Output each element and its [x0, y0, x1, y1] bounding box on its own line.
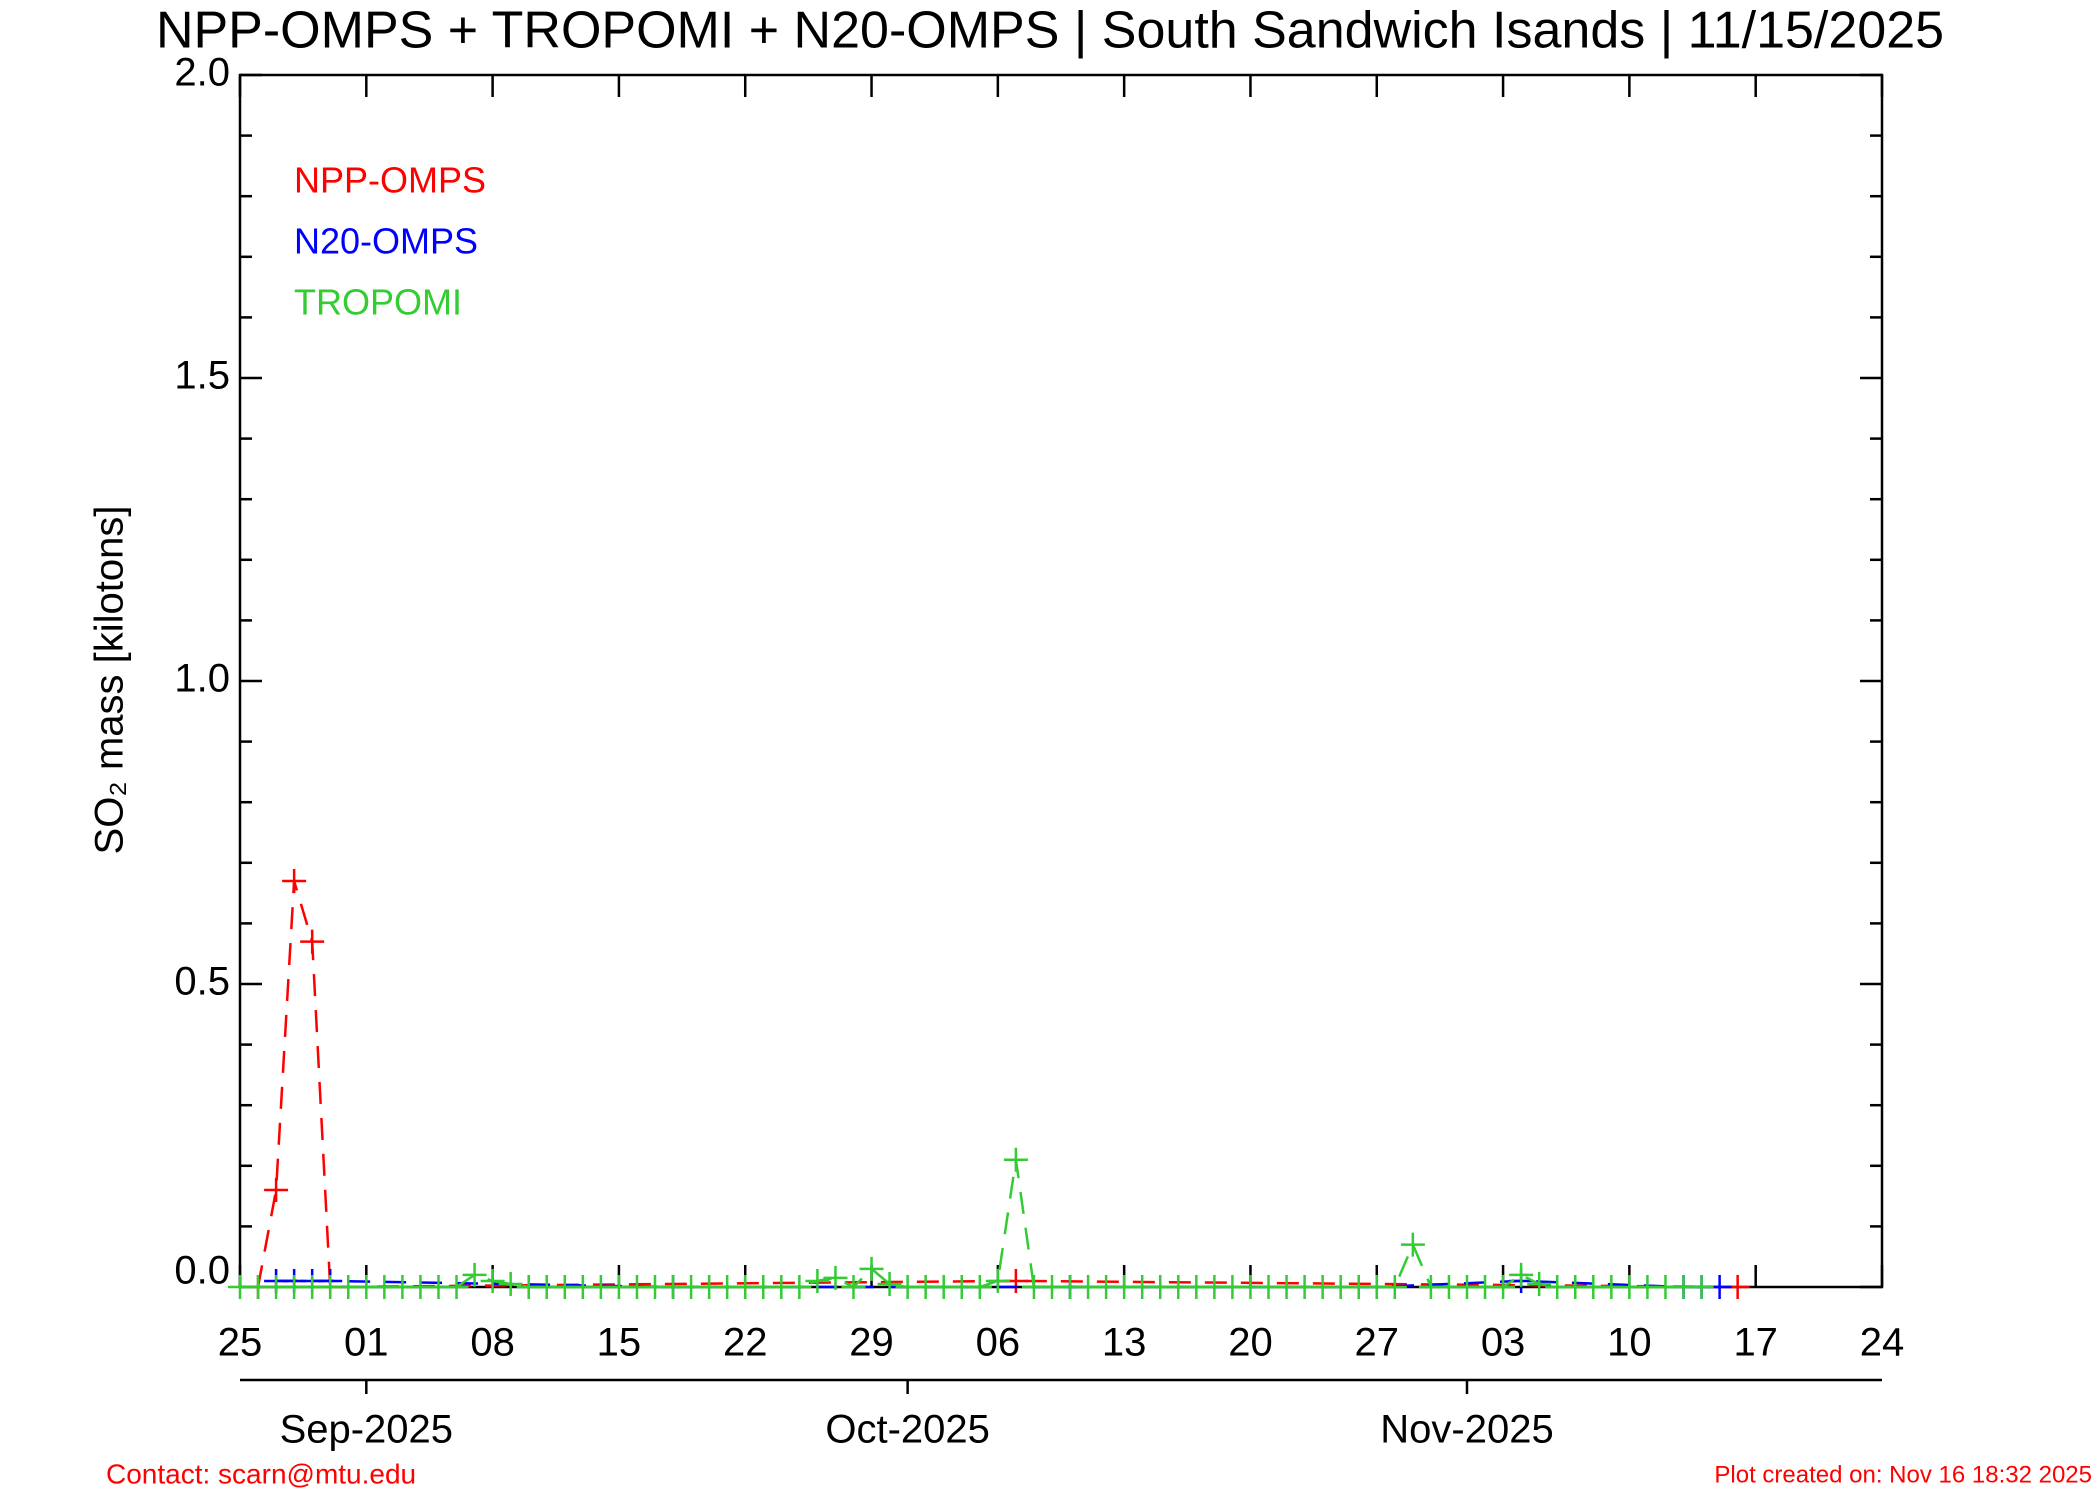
chart-title: NPP-OMPS + TROPOMI + N20-OMPS | South Sa…: [156, 2, 1944, 60]
data-point: [1689, 1275, 1714, 1299]
data-point: [264, 1178, 289, 1203]
data-point: [841, 1275, 866, 1299]
x-tick-label: 03: [1481, 1321, 1526, 1365]
data-point: [859, 1256, 884, 1281]
month-label: Oct-2025: [825, 1408, 990, 1452]
y-tick-label: 2.0: [174, 51, 230, 95]
x-tick-label: 15: [597, 1321, 642, 1365]
x-tick-label: 10: [1607, 1321, 1652, 1365]
data-point: [444, 1275, 469, 1299]
x-tick-label: 29: [849, 1321, 894, 1365]
x-tick-label: 22: [723, 1321, 768, 1365]
data-point: [1400, 1232, 1425, 1257]
x-tick-label: 25: [218, 1321, 263, 1365]
y-tick-label: 1.5: [174, 354, 230, 398]
data-point: [1491, 1275, 1516, 1299]
x-tick-label: 01: [344, 1321, 389, 1365]
month-label: Sep-2025: [280, 1408, 453, 1452]
data-point: [300, 929, 325, 954]
x-tick-label: 08: [470, 1321, 515, 1365]
legend-entry: TROPOMI: [294, 282, 462, 323]
y-tick-label: 0.0: [174, 1249, 230, 1293]
data-point: [462, 1262, 487, 1287]
created-note: Plot created on: Nov 16 18:32 2025: [1714, 1461, 2092, 1488]
data-point: [877, 1271, 902, 1296]
data-point: [1509, 1262, 1534, 1287]
legend-entry: N20-OMPS: [294, 221, 478, 262]
data-point: [967, 1275, 992, 1299]
x-tick-label: 17: [1733, 1321, 1778, 1365]
x-tick-label: 13: [1102, 1321, 1147, 1365]
data-point: [498, 1271, 523, 1296]
y-tick-label: 0.5: [174, 960, 230, 1004]
x-tick-label: 24: [1860, 1321, 1905, 1365]
legend-entry: NPP-OMPS: [294, 160, 486, 201]
data-point: [805, 1268, 830, 1293]
data-point: [282, 868, 307, 893]
x-tick-label: 06: [976, 1321, 1021, 1365]
data-point: [823, 1265, 848, 1290]
data-point: [1382, 1275, 1407, 1299]
month-label: Nov-2025: [1380, 1408, 1553, 1452]
contact-note: Contact: scarn@mtu.edu: [106, 1458, 416, 1489]
x-tick-label: 27: [1355, 1321, 1400, 1365]
x-tick-label: 20: [1228, 1321, 1273, 1365]
y-tick-label: 1.0: [174, 657, 230, 701]
data-point: [1003, 1147, 1028, 1172]
data-point: [787, 1275, 812, 1299]
y-axis-label: SO₂ mass [kilotons]: [88, 506, 132, 855]
data-point: [480, 1268, 505, 1293]
data-point: [985, 1268, 1010, 1293]
data-point: [1527, 1271, 1552, 1296]
